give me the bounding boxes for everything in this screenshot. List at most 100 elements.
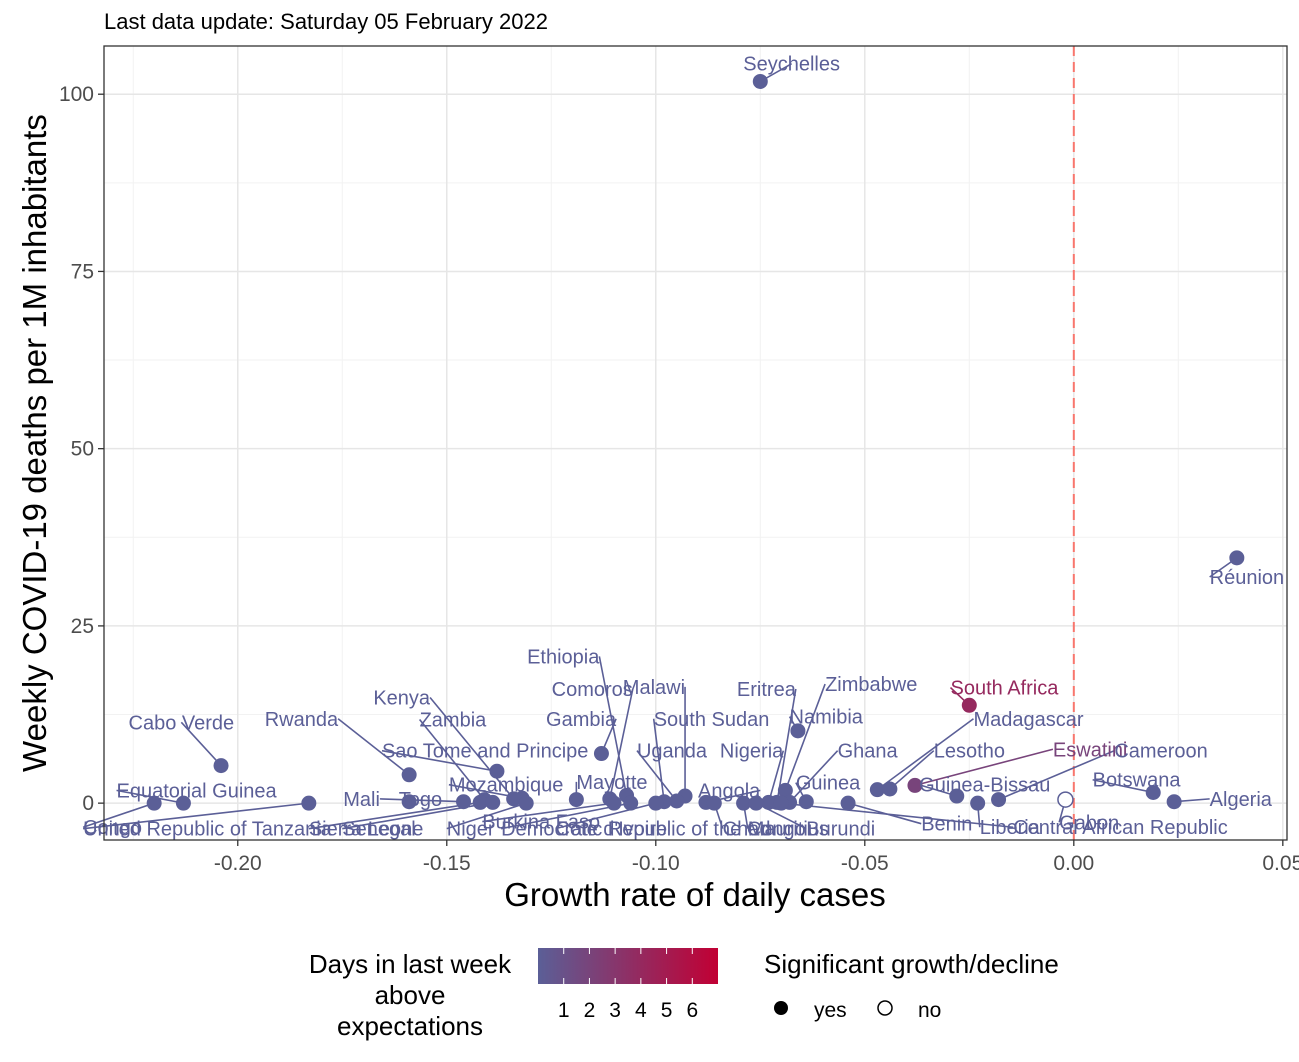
label-guinea-bissau: Guinea-Bissau bbox=[919, 775, 1050, 797]
color-legend-title-line-3: expectations bbox=[337, 1011, 483, 1041]
label-burkina-faso: Burkina Faso bbox=[482, 812, 600, 834]
connector-kenya bbox=[429, 696, 515, 800]
data-points bbox=[146, 73, 1245, 811]
shape-legend-key-no bbox=[877, 1000, 893, 1016]
point-mali bbox=[455, 794, 471, 810]
shape-legend: Significant growth/decline yes no bbox=[764, 949, 1059, 1022]
point-seychelles bbox=[752, 73, 768, 89]
label-eswatini: Eswatini bbox=[1053, 739, 1127, 761]
label-eritrea: Eritrea bbox=[737, 679, 797, 701]
connector-sao-tome-and-principe bbox=[381, 749, 498, 773]
x-tick-label: 0.05 bbox=[1262, 852, 1299, 875]
connector-ghana bbox=[788, 750, 839, 803]
label-kenya: Kenya bbox=[373, 688, 431, 710]
label-ghana: Ghana bbox=[838, 741, 899, 763]
label-cameroon: Cameroon bbox=[1114, 741, 1207, 763]
label-togo: Togo bbox=[399, 789, 442, 811]
point-cote-d-ivoire bbox=[648, 795, 664, 811]
point-mauritius bbox=[736, 795, 752, 811]
label-seychelles: Seychelles bbox=[743, 54, 840, 76]
point-lesotho bbox=[882, 781, 898, 797]
connector-nigeria bbox=[767, 750, 785, 803]
connector-madagascar bbox=[876, 718, 974, 791]
label-botswana: Botswana bbox=[1093, 770, 1182, 792]
connector-cote-d-ivoire bbox=[555, 802, 656, 830]
connector-zimbabwe bbox=[784, 683, 826, 791]
plot-border bbox=[103, 45, 1288, 841]
point-madagascar bbox=[869, 782, 885, 798]
shape-legend-key-yes bbox=[774, 1001, 788, 1015]
x-tick-label: -0.15 bbox=[423, 852, 471, 875]
point-benin bbox=[840, 795, 856, 811]
point-united-republic-of-tanzania bbox=[301, 795, 317, 811]
point-botswana bbox=[1145, 785, 1161, 801]
point-burkina-faso bbox=[606, 795, 622, 811]
y-tick-label: 25 bbox=[71, 615, 94, 638]
connector-comoros bbox=[609, 688, 634, 800]
color-legend-label: 2 bbox=[584, 999, 596, 1022]
label-angola: Angola bbox=[698, 780, 761, 802]
x-axis-title: Growth rate of daily cases bbox=[504, 876, 886, 913]
point-cabo-verde bbox=[213, 758, 229, 774]
connector-ethiopia bbox=[598, 656, 628, 796]
color-legend-label: 4 bbox=[635, 999, 647, 1022]
connector-eritrea bbox=[776, 688, 797, 803]
point-mayotte bbox=[568, 792, 584, 808]
label-gambia: Gambia bbox=[546, 709, 617, 731]
point-nigeria bbox=[761, 794, 777, 810]
point-burundi bbox=[748, 795, 764, 811]
connector-burkina-faso bbox=[482, 802, 615, 823]
color-legend-label: 3 bbox=[609, 999, 621, 1022]
point-zimbabwe bbox=[777, 782, 793, 798]
label-gabon: Gabon bbox=[1059, 812, 1119, 834]
y-tick-label: 0 bbox=[82, 792, 94, 815]
grid-lines bbox=[104, 46, 1287, 840]
label-lesotho: Lesotho bbox=[934, 741, 1005, 763]
point-central-african-republic bbox=[773, 795, 789, 811]
connector-zambia bbox=[418, 718, 486, 801]
x-tick-label: 0.00 bbox=[1053, 852, 1094, 875]
label-mauritius: Mauritius bbox=[748, 819, 829, 841]
point-namibia bbox=[790, 723, 806, 739]
point-eswatini bbox=[907, 777, 923, 793]
label-united-republic-of-tanzania: United Republic of Tanzania bbox=[83, 819, 333, 841]
label-uganda: Uganda bbox=[637, 741, 708, 763]
point-kenya bbox=[506, 791, 522, 807]
label-congo: Congo bbox=[83, 817, 142, 839]
shape-legend-label-yes: yes bbox=[814, 999, 847, 1022]
point-liberia bbox=[970, 795, 986, 811]
label-mayotte: Mayotte bbox=[576, 772, 647, 794]
label-sao-tome-and-principe: Sao Tome and Principe bbox=[382, 741, 588, 763]
label-liberia: Liberia bbox=[980, 817, 1041, 839]
y-axis-title: Weekly COVID-19 deaths per 1M inhabitant… bbox=[16, 114, 53, 772]
label-nigeria: Nigeria bbox=[720, 741, 784, 763]
y-tick-label: 100 bbox=[59, 83, 94, 106]
point-guinea-bissau bbox=[949, 788, 965, 804]
color-legend-title-line-2: above bbox=[375, 980, 446, 1010]
label-ethiopia: Ethiopia bbox=[527, 646, 600, 668]
label-comoros: Comoros bbox=[552, 679, 633, 701]
label-zambia: Zambia bbox=[420, 709, 488, 731]
point-rwanda bbox=[401, 767, 417, 783]
shape-legend-title: Significant growth/decline bbox=[764, 949, 1059, 979]
color-legend-label: 1 bbox=[558, 999, 570, 1022]
label-rwanda: Rwanda bbox=[265, 709, 339, 731]
connector-niger bbox=[446, 802, 527, 830]
y-axis-ticks: 0 25 50 75 100 bbox=[59, 83, 104, 815]
point-democratic-republic-of-the-congo bbox=[623, 795, 639, 811]
connector-south-sudan bbox=[652, 718, 665, 802]
connector-lesotho bbox=[889, 750, 935, 790]
connector-sierra-leone bbox=[308, 801, 481, 830]
label-niger: Niger bbox=[447, 819, 495, 841]
x-tick-label: -0.05 bbox=[841, 852, 889, 875]
connector-congo bbox=[82, 802, 155, 828]
label-south-sudan: South Sudan bbox=[654, 709, 770, 731]
point-labels: Seychelles Réunion South Africa Namibia Gamb… bbox=[83, 54, 1284, 841]
label-namibia: Namibia bbox=[790, 707, 864, 729]
point-togo bbox=[401, 794, 417, 810]
connector-equatorial-guinea bbox=[116, 789, 184, 804]
connector-cabo-verde bbox=[180, 721, 222, 767]
